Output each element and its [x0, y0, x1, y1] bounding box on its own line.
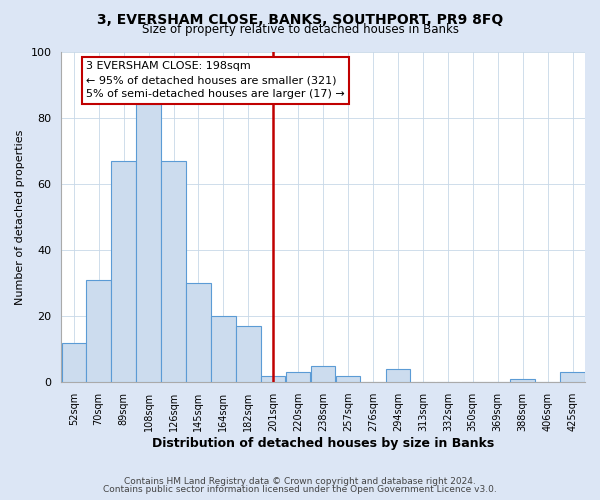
Bar: [62, 342, 86, 382]
Bar: [112, 160, 136, 382]
Y-axis label: Number of detached properties: Number of detached properties: [15, 129, 25, 304]
Bar: [511, 379, 535, 382]
Bar: [560, 372, 585, 382]
Bar: [211, 316, 236, 382]
Bar: [161, 160, 186, 382]
Bar: [386, 369, 410, 382]
Bar: [86, 280, 111, 382]
Bar: [236, 326, 260, 382]
X-axis label: Distribution of detached houses by size in Banks: Distribution of detached houses by size …: [152, 437, 494, 450]
Text: 3, EVERSHAM CLOSE, BANKS, SOUTHPORT, PR9 8FQ: 3, EVERSHAM CLOSE, BANKS, SOUTHPORT, PR9…: [97, 12, 503, 26]
Text: Contains HM Land Registry data © Crown copyright and database right 2024.: Contains HM Land Registry data © Crown c…: [124, 477, 476, 486]
Bar: [186, 283, 211, 382]
Bar: [336, 376, 360, 382]
Text: Size of property relative to detached houses in Banks: Size of property relative to detached ho…: [142, 23, 458, 36]
Bar: [136, 104, 161, 382]
Text: Contains public sector information licensed under the Open Government Licence v3: Contains public sector information licen…: [103, 485, 497, 494]
Bar: [311, 366, 335, 382]
Bar: [286, 372, 310, 382]
Bar: [261, 376, 286, 382]
Text: 3 EVERSHAM CLOSE: 198sqm
← 95% of detached houses are smaller (321)
5% of semi-d: 3 EVERSHAM CLOSE: 198sqm ← 95% of detach…: [86, 62, 345, 100]
